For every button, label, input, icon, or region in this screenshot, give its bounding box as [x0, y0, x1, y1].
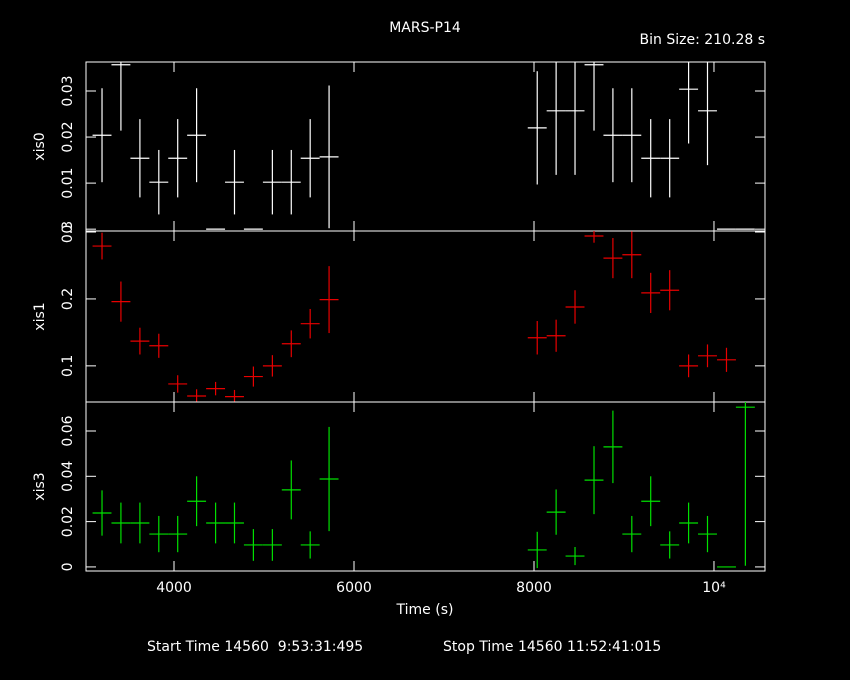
panel-frame [85, 61, 766, 232]
x-tick-label: 10⁴ [702, 580, 726, 596]
y-tick-label: 0 [60, 562, 76, 571]
start-time: Start Time 14560 9:53:31:495 [147, 639, 363, 655]
y-tick-label: 0.04 [60, 461, 76, 492]
x-tick-label: 8000 [516, 580, 552, 596]
y-tick-label: 0.02 [60, 121, 76, 152]
x-tick-label: 6000 [336, 580, 372, 596]
panel-frame [85, 230, 766, 403]
panel-frame [85, 401, 766, 572]
y-tick-label: 0.3 [60, 221, 76, 243]
y-tick-label: 0.01 [60, 168, 76, 199]
stop-time: Stop Time 14560 11:52:41:015 [443, 639, 661, 655]
y-tick-label: 0.2 [60, 288, 76, 310]
x-axis-label: Time (s) [396, 602, 454, 618]
data-points [92, 62, 755, 230]
y-tick-label: 0.06 [60, 415, 76, 446]
y-axis-label: xis1 [32, 302, 48, 330]
y-axis-label: xis3 [32, 472, 48, 500]
chart-title: MARS-P14 [389, 20, 461, 36]
y-tick-label: 0.03 [60, 75, 76, 106]
y-tick-label: 0.02 [60, 506, 76, 537]
bin-size: Bin Size: 210.28 s [640, 32, 765, 48]
y-tick-label: 0.1 [60, 355, 76, 377]
x-tick-label: 4000 [156, 580, 192, 596]
y-axis-label: xis0 [32, 132, 48, 160]
data-points [92, 231, 736, 402]
data-points [92, 402, 755, 569]
y-tick-label: 0 [60, 225, 76, 234]
